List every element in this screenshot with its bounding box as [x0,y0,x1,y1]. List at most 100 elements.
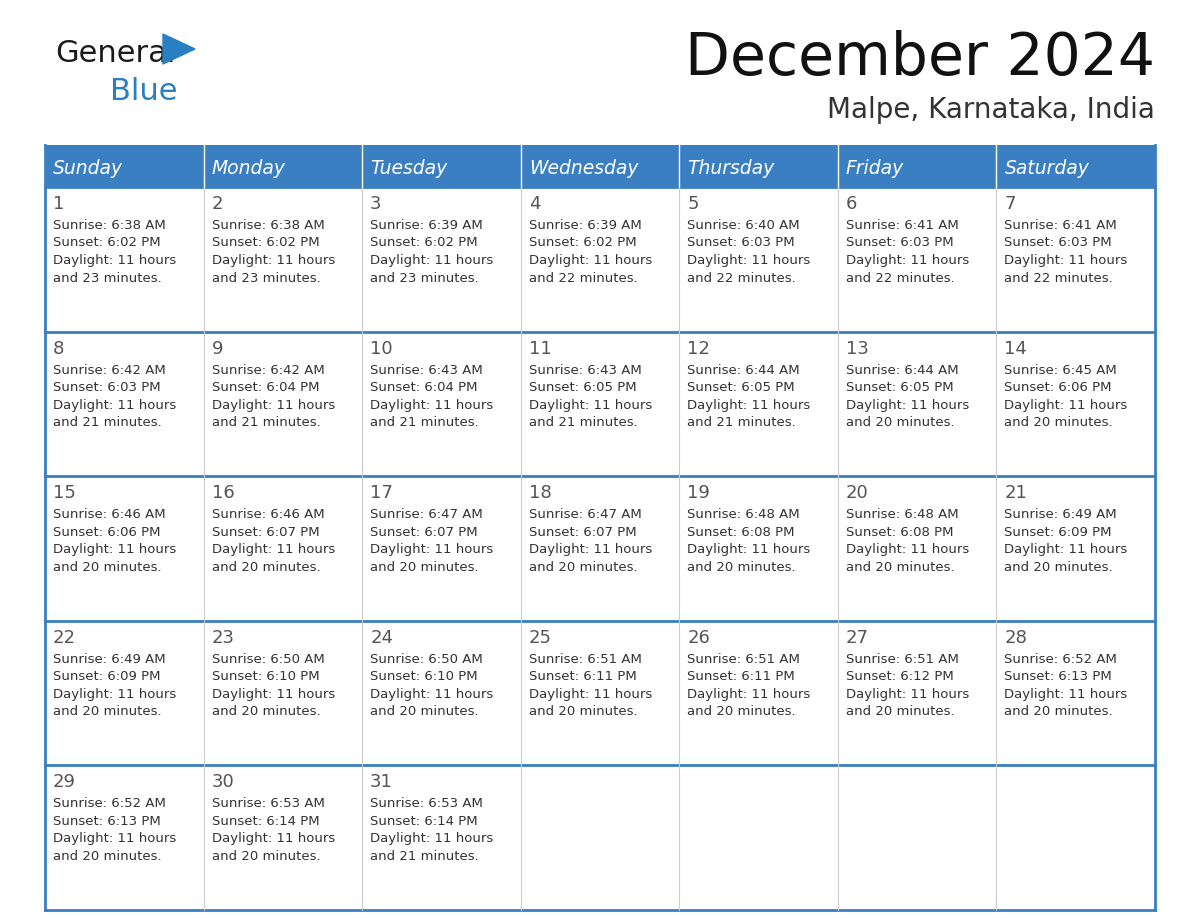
Text: Daylight: 11 hours: Daylight: 11 hours [371,254,493,267]
Bar [838,187,997,331]
Text: 8: 8 [53,340,64,358]
Text: Daylight: 11 hours: Daylight: 11 hours [53,543,176,556]
Text: and 21 minutes.: and 21 minutes. [371,850,479,863]
Text: Daylight: 11 hours: Daylight: 11 hours [529,543,652,556]
Text: Daylight: 11 hours: Daylight: 11 hours [1004,688,1127,700]
Text: Sunrise: 6:39 AM: Sunrise: 6:39 AM [371,219,482,232]
Text: Wednesday: Wednesday [529,159,638,177]
Text: Sunset: 6:06 PM: Sunset: 6:06 PM [1004,381,1112,394]
Bar [680,621,838,766]
Text: Sunset: 6:05 PM: Sunset: 6:05 PM [846,381,954,394]
Text: Daylight: 11 hours: Daylight: 11 hours [688,688,810,700]
Text: 14: 14 [1004,340,1028,358]
Text: Daylight: 11 hours: Daylight: 11 hours [211,833,335,845]
Bar [997,145,1155,187]
Text: 19: 19 [688,484,710,502]
Bar [680,766,838,910]
Bar [45,476,203,621]
Bar [203,476,362,621]
Text: Daylight: 11 hours: Daylight: 11 hours [371,543,493,556]
Text: Daylight: 11 hours: Daylight: 11 hours [371,688,493,700]
Text: and 21 minutes.: and 21 minutes. [688,416,796,429]
Text: Tuesday: Tuesday [371,159,448,177]
Text: and 22 minutes.: and 22 minutes. [1004,272,1113,285]
Text: Sunset: 6:04 PM: Sunset: 6:04 PM [371,381,478,394]
Bar [680,145,838,187]
Text: Sunset: 6:11 PM: Sunset: 6:11 PM [529,670,637,683]
Bar [362,187,520,331]
Text: Daylight: 11 hours: Daylight: 11 hours [371,833,493,845]
Text: Daylight: 11 hours: Daylight: 11 hours [846,254,969,267]
Text: Sunrise: 6:48 AM: Sunrise: 6:48 AM [846,509,959,521]
Text: Thursday: Thursday [688,159,775,177]
Text: and 20 minutes.: and 20 minutes. [529,705,637,718]
Text: and 20 minutes.: and 20 minutes. [371,561,479,574]
Text: Sunset: 6:07 PM: Sunset: 6:07 PM [211,526,320,539]
Bar [45,187,203,331]
Text: Daylight: 11 hours: Daylight: 11 hours [688,254,810,267]
Text: Sunrise: 6:43 AM: Sunrise: 6:43 AM [371,364,482,376]
Text: Daylight: 11 hours: Daylight: 11 hours [371,398,493,411]
Text: and 20 minutes.: and 20 minutes. [688,561,796,574]
Text: Sunrise: 6:41 AM: Sunrise: 6:41 AM [1004,219,1117,232]
Text: 27: 27 [846,629,868,647]
Text: and 21 minutes.: and 21 minutes. [53,416,162,429]
Bar [45,331,203,476]
Text: Sunset: 6:03 PM: Sunset: 6:03 PM [846,237,954,250]
Text: and 20 minutes.: and 20 minutes. [846,416,954,429]
Text: Sunrise: 6:52 AM: Sunrise: 6:52 AM [1004,653,1117,666]
Bar [362,145,520,187]
Text: Daylight: 11 hours: Daylight: 11 hours [1004,543,1127,556]
Text: Sunset: 6:02 PM: Sunset: 6:02 PM [211,237,320,250]
Text: Sunrise: 6:43 AM: Sunrise: 6:43 AM [529,364,642,376]
Text: Sunrise: 6:39 AM: Sunrise: 6:39 AM [529,219,642,232]
Text: 31: 31 [371,773,393,791]
Bar [838,766,997,910]
Bar [838,145,997,187]
Text: 15: 15 [53,484,76,502]
Bar [520,621,680,766]
Text: and 23 minutes.: and 23 minutes. [53,272,162,285]
Text: Daylight: 11 hours: Daylight: 11 hours [53,833,176,845]
Text: 21: 21 [1004,484,1028,502]
Bar [362,476,520,621]
Text: Sunrise: 6:52 AM: Sunrise: 6:52 AM [53,798,166,811]
Text: Sunrise: 6:50 AM: Sunrise: 6:50 AM [371,653,482,666]
Bar [520,766,680,910]
Text: and 22 minutes.: and 22 minutes. [688,272,796,285]
Text: Sunset: 6:05 PM: Sunset: 6:05 PM [688,381,795,394]
Bar [997,476,1155,621]
Text: Sunrise: 6:44 AM: Sunrise: 6:44 AM [688,364,800,376]
Text: Monday: Monday [211,159,285,177]
Text: Sunset: 6:02 PM: Sunset: 6:02 PM [53,237,160,250]
Bar [362,766,520,910]
Text: Daylight: 11 hours: Daylight: 11 hours [53,254,176,267]
Bar [45,766,203,910]
Text: and 20 minutes.: and 20 minutes. [846,705,954,718]
Text: Sunrise: 6:47 AM: Sunrise: 6:47 AM [371,509,482,521]
Text: Sunset: 6:13 PM: Sunset: 6:13 PM [1004,670,1112,683]
Text: Sunset: 6:12 PM: Sunset: 6:12 PM [846,670,954,683]
Text: Daylight: 11 hours: Daylight: 11 hours [1004,398,1127,411]
Text: Daylight: 11 hours: Daylight: 11 hours [688,398,810,411]
Text: Sunrise: 6:50 AM: Sunrise: 6:50 AM [211,653,324,666]
Text: Sunrise: 6:41 AM: Sunrise: 6:41 AM [846,219,959,232]
Text: 7: 7 [1004,195,1016,213]
Text: Daylight: 11 hours: Daylight: 11 hours [53,688,176,700]
Text: Sunrise: 6:51 AM: Sunrise: 6:51 AM [846,653,959,666]
Text: and 20 minutes.: and 20 minutes. [53,561,162,574]
Bar [997,331,1155,476]
Text: Daylight: 11 hours: Daylight: 11 hours [529,398,652,411]
Text: and 20 minutes.: and 20 minutes. [211,850,321,863]
Bar [203,766,362,910]
Text: and 20 minutes.: and 20 minutes. [1004,416,1113,429]
Text: 10: 10 [371,340,393,358]
Text: and 20 minutes.: and 20 minutes. [53,705,162,718]
Text: Sunset: 6:05 PM: Sunset: 6:05 PM [529,381,637,394]
Text: Sunrise: 6:46 AM: Sunrise: 6:46 AM [53,509,165,521]
Bar [520,145,680,187]
Text: 28: 28 [1004,629,1028,647]
Text: Sunrise: 6:38 AM: Sunrise: 6:38 AM [53,219,166,232]
Text: Saturday: Saturday [1004,159,1089,177]
Text: Sunrise: 6:53 AM: Sunrise: 6:53 AM [371,798,484,811]
